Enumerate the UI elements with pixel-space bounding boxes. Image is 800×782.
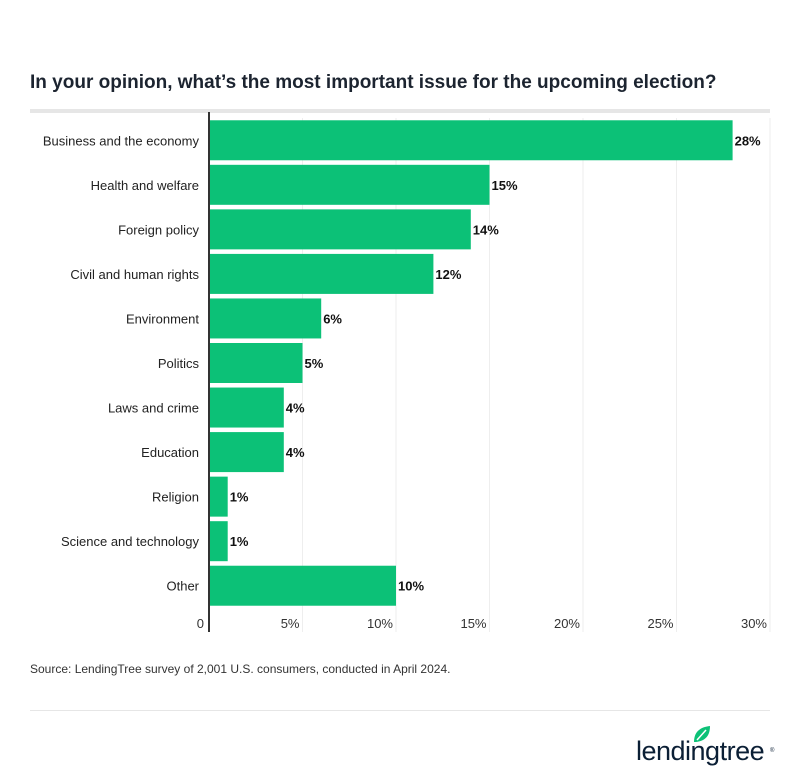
category-label: Politics	[158, 356, 200, 371]
bar-chart: 0 5% 10% 15% 20% 25% 30% Business and the econo…	[43, 112, 771, 632]
category-label: Science and technology	[61, 534, 200, 549]
data-label: 28%	[735, 133, 761, 148]
bar	[209, 432, 284, 473]
x-tick-label: 5%	[281, 616, 300, 631]
data-label: 14%	[473, 222, 499, 237]
leaf-icon: lendingtree ®	[636, 726, 775, 766]
data-label: 4%	[286, 445, 305, 460]
category-label: Religion	[152, 490, 199, 505]
bar	[209, 120, 733, 161]
bar	[209, 387, 284, 428]
source-note: Source: LendingTree survey of 2,001 U.S.…	[30, 662, 451, 676]
data-label: 1%	[230, 490, 249, 505]
footer-divider	[30, 710, 770, 711]
data-label: 5%	[305, 356, 324, 371]
x-tick-label: 15%	[460, 616, 486, 631]
bar	[209, 209, 471, 250]
category-label: Foreign policy	[118, 222, 199, 237]
category-label: Business and the economy	[43, 133, 200, 148]
data-label: 6%	[323, 311, 342, 326]
data-label: 10%	[398, 579, 424, 594]
x-tick-label: 30%	[741, 616, 767, 631]
bar	[209, 476, 228, 517]
x-tick-label: 10%	[367, 616, 393, 631]
svg-text:®: ®	[770, 747, 775, 754]
x-tick-label: 20%	[554, 616, 580, 631]
data-label: 12%	[435, 267, 461, 282]
lendingtree-logo: lendingtree ®	[636, 724, 776, 773]
bar	[209, 565, 396, 606]
bar	[209, 521, 228, 562]
bar	[209, 164, 490, 205]
data-label: 15%	[492, 178, 518, 193]
x-tick-label: 25%	[647, 616, 673, 631]
category-label: Civil and human rights	[70, 267, 199, 282]
data-label: 4%	[286, 401, 305, 416]
bar	[209, 253, 434, 294]
chart-title: In your opinion, what’s the most importa…	[30, 72, 717, 93]
category-label: Other	[166, 579, 199, 594]
data-label: 1%	[230, 534, 249, 549]
bar	[209, 298, 322, 339]
svg-text:lendingtree: lendingtree	[636, 736, 764, 766]
category-label: Education	[141, 445, 199, 460]
category-label: Laws and crime	[108, 401, 199, 416]
category-label: Environment	[126, 311, 199, 326]
title-divider	[30, 109, 770, 113]
x-tick-label: 0	[197, 616, 204, 631]
bar	[209, 343, 303, 383]
category-label: Health and welfare	[91, 178, 199, 193]
